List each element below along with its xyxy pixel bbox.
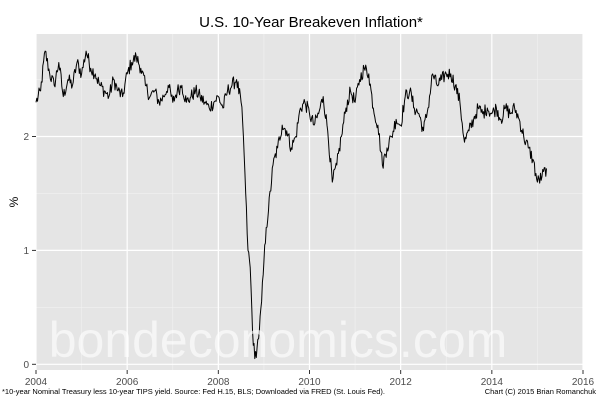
breakeven-inflation-line bbox=[35, 50, 547, 360]
x-tick-label: 2010 bbox=[298, 377, 321, 388]
x-tick-label: 2016 bbox=[572, 377, 595, 388]
y-axis-ticks: 0 1 2 bbox=[23, 132, 36, 371]
source-footnote: *10-year Nominal Treasury less 10-year T… bbox=[2, 387, 385, 396]
watermark-text: bondeconomics.com bbox=[49, 312, 508, 368]
x-tick-label: 2006 bbox=[116, 377, 139, 388]
y-tick-label: 1 bbox=[23, 246, 29, 257]
y-tick-label: 0 bbox=[23, 360, 29, 371]
chart-title: U.S. 10-Year Breakeven Inflation* bbox=[199, 14, 423, 31]
x-tick-label: 2014 bbox=[481, 377, 504, 388]
x-axis-ticks: 2004 2006 2008 2010 2012 2014 2016 bbox=[25, 370, 595, 388]
major-gridlines bbox=[35, 34, 584, 370]
y-axis-title: % bbox=[7, 196, 21, 207]
x-tick-label: 2004 bbox=[25, 377, 48, 388]
chart-credit: Chart (C) 2015 Brian Romanchuk bbox=[485, 387, 597, 396]
y-tick-label: 2 bbox=[23, 132, 29, 143]
x-tick-label: 2012 bbox=[390, 377, 413, 388]
x-tick-label: 2008 bbox=[207, 377, 230, 388]
